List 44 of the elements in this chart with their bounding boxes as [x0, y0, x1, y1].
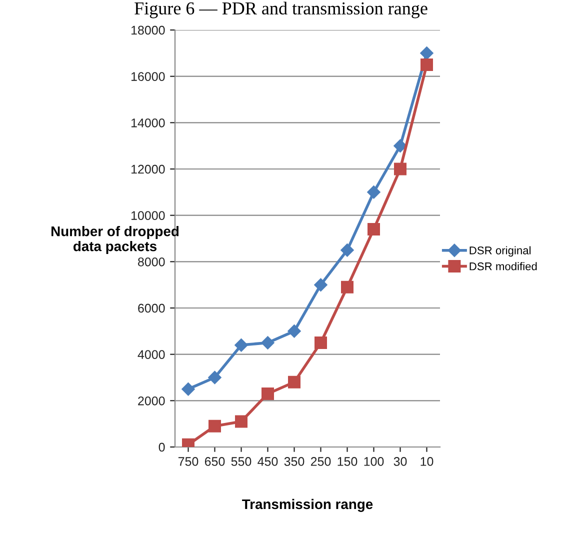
point [420, 58, 433, 71]
point [262, 387, 274, 400]
y-tick-label: 10000 [131, 211, 165, 220]
y-tick-label: 2000 [138, 396, 165, 406]
x-tick-label: 450 [258, 457, 278, 466]
point [235, 415, 248, 428]
x-tick-label: 550 [231, 457, 252, 466]
point [314, 336, 327, 349]
point [208, 420, 221, 432]
y-tick-label: 12000 [131, 164, 165, 174]
point [288, 376, 300, 388]
x-tick-label: 250 [310, 457, 331, 466]
point [367, 186, 380, 199]
x-tick-label: 650 [204, 457, 225, 466]
x-tick-label: 30 [394, 457, 407, 466]
point [208, 370, 222, 384]
x-tick-label: 350 [284, 457, 304, 466]
x-tick-label: 750 [178, 457, 198, 466]
y-tick-label: 18000 [131, 26, 165, 35]
point [341, 280, 354, 294]
x-tick-label: 150 [338, 457, 358, 466]
y-tick-label: 14000 [131, 118, 165, 128]
legend-label: DSR original [470, 246, 531, 257]
y-tick-label: 6000 [138, 304, 165, 313]
point [394, 139, 407, 152]
x-axis-title: Transmission range [242, 498, 373, 512]
y-tick-label: 0 [158, 442, 165, 452]
x-tick-label: 10 [420, 457, 434, 466]
point [314, 278, 328, 292]
y-axis-title: Number of dropped data packets [52, 226, 179, 254]
point [234, 338, 248, 352]
point [420, 46, 434, 60]
y-tick-label: 4000 [138, 350, 165, 359]
point [288, 324, 301, 338]
point [394, 162, 406, 176]
point [261, 336, 274, 350]
chart-title: Figure 6 — PDR and transmission range [134, 2, 428, 18]
point [182, 382, 195, 396]
point [340, 243, 354, 257]
y-tick-label: 8000 [138, 257, 165, 266]
x-tick-label: 100 [364, 457, 384, 466]
point [368, 222, 380, 236]
y-tick-label: 16000 [131, 72, 165, 81]
legend-label: DSR modified [470, 262, 537, 270]
